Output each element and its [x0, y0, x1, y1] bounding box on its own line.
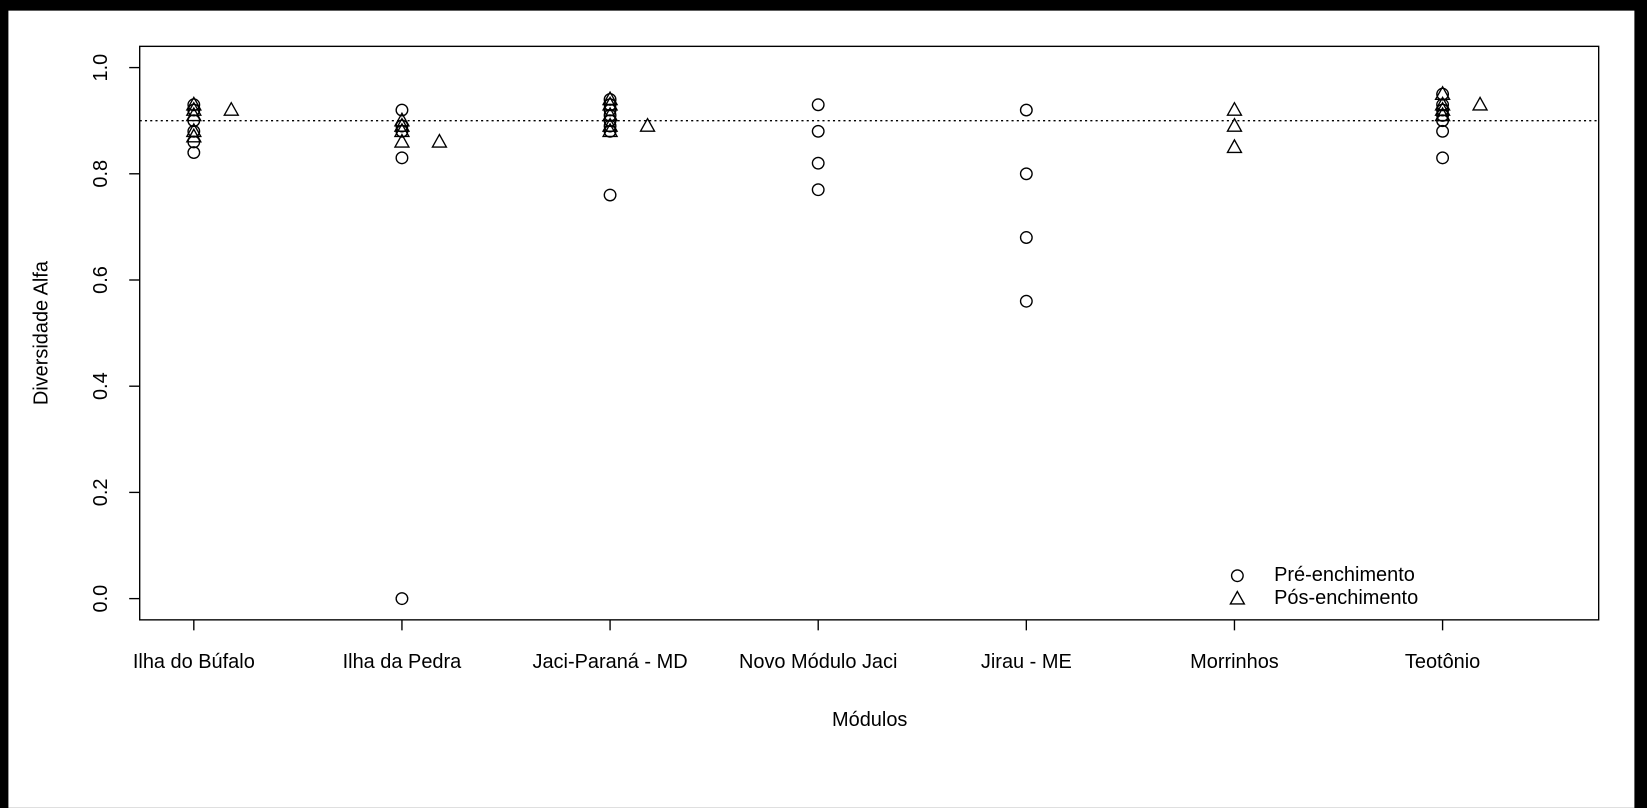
- point: [601, 96, 619, 111]
- point: [1434, 106, 1451, 122]
- point: [1226, 117, 1243, 132]
- y-tick-label: 0.0: [90, 585, 112, 613]
- point: [185, 106, 202, 122]
- point: [1434, 96, 1451, 111]
- point: [811, 156, 825, 170]
- point: [1019, 167, 1033, 181]
- point: [393, 133, 411, 148]
- y-tick-label: 0.8: [90, 160, 112, 188]
- point: [811, 98, 825, 112]
- point: [1471, 96, 1489, 111]
- y-tick-label: 0.2: [90, 479, 112, 507]
- point: [811, 183, 825, 197]
- point: [393, 111, 411, 127]
- point: [601, 117, 619, 132]
- point: [1226, 138, 1243, 154]
- point: [1436, 124, 1450, 138]
- point: [185, 127, 202, 143]
- point: [1434, 85, 1451, 100]
- y-tick-label: 1.0: [90, 54, 112, 82]
- point: [223, 101, 240, 116]
- point: [639, 117, 656, 132]
- point: [1226, 101, 1243, 116]
- point: [395, 103, 409, 117]
- point: [395, 592, 409, 606]
- point: [603, 188, 617, 202]
- legend-symbol: [1230, 569, 1244, 583]
- y-tick-label: 0.6: [90, 266, 112, 294]
- x-axis-label: Módulos: [832, 709, 907, 731]
- point: [185, 101, 202, 116]
- point: [185, 96, 202, 111]
- point: [393, 122, 411, 138]
- point: [811, 124, 825, 138]
- x-tick-label: Jirau - ME: [981, 651, 1072, 673]
- legend-label: Pré-enchimento: [1274, 564, 1415, 586]
- point: [1019, 294, 1033, 308]
- x-tick-label: Novo Módulo Jaci: [739, 651, 897, 673]
- point: [601, 90, 619, 106]
- x-tick-label: Ilha do Búfalo: [133, 651, 255, 673]
- legend-label: Pós-enchimento: [1274, 587, 1418, 609]
- point: [1019, 103, 1033, 117]
- point: [431, 133, 448, 148]
- point: [187, 146, 201, 160]
- x-tick-label: Jaci-Paraná - MD: [533, 651, 688, 673]
- y-axis-label: Diversidade Alfa: [30, 260, 52, 405]
- point: [393, 117, 411, 132]
- point: [395, 151, 409, 165]
- point: [1434, 101, 1451, 116]
- y-tick-label: 0.4: [90, 372, 112, 400]
- point: [185, 122, 202, 138]
- point: [601, 122, 619, 138]
- point: [1019, 231, 1033, 244]
- x-tick-label: Teotônio: [1405, 651, 1480, 673]
- point: [1436, 151, 1450, 165]
- x-tick-label: Morrinhos: [1190, 651, 1279, 673]
- point: [601, 106, 619, 122]
- x-tick-label: Ilha da Pedra: [343, 651, 463, 673]
- plot-box: [139, 45, 1600, 621]
- background: [8, 10, 1635, 808]
- legend-symbol: [1229, 590, 1246, 605]
